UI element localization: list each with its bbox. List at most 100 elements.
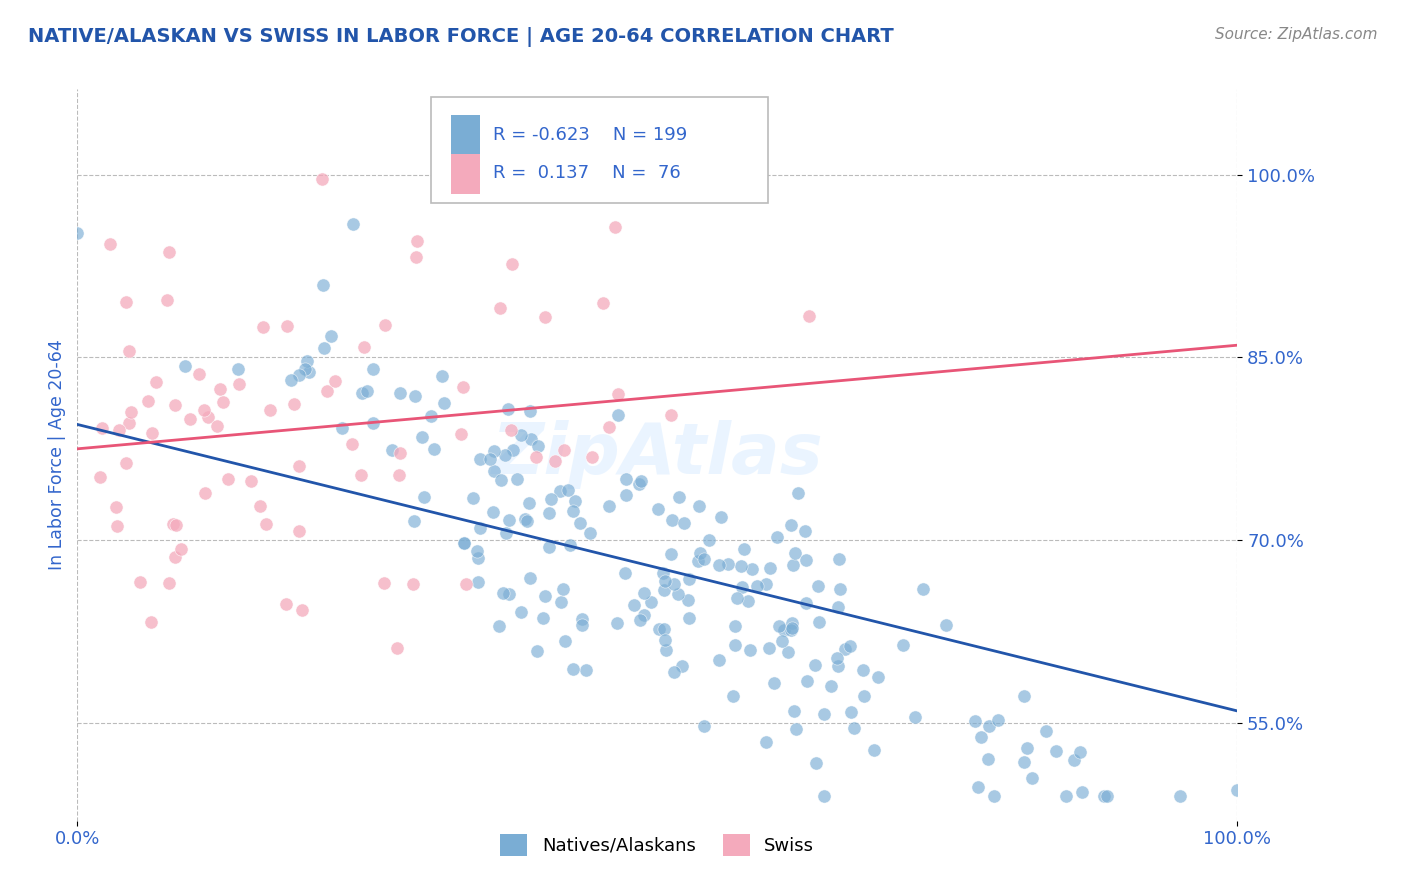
Point (1015, 740, 1038, 755)
Point (721, 689, 744, 703)
Point (1035, 723, 1057, 738)
Point (759, 561, 782, 575)
Text: Source: ZipAtlas.com: Source: ZipAtlas.com (1215, 27, 1378, 42)
Point (489, 473, 512, 487)
Point (813, 789, 835, 804)
Point (630, 474, 652, 488)
Point (765, 530, 787, 544)
Point (569, 516, 592, 530)
Point (581, 450, 603, 465)
Point (648, 622, 671, 636)
Point (537, 541, 560, 555)
Point (553, 582, 575, 596)
Point (628, 614, 651, 628)
Point (283, 397, 305, 411)
Point (217, 473, 239, 487)
Point (697, 533, 720, 547)
Point (716, 557, 738, 571)
Point (543, 454, 565, 468)
Point (287, 458, 309, 473)
Point (494, 448, 516, 462)
Point (575, 664, 598, 678)
Bar (451, 115, 479, 155)
Point (381, 443, 404, 458)
Point (592, 295, 614, 310)
Point (780, 615, 803, 630)
Point (724, 619, 747, 633)
Point (411, 429, 433, 443)
Point (561, 504, 583, 518)
Point (118, 416, 141, 430)
Y-axis label: In Labor Force | Age 20-64: In Labor Force | Age 20-64 (48, 340, 66, 570)
Point (693, 718, 716, 732)
Point (1092, 789, 1115, 804)
Point (1014, 756, 1036, 770)
Point (983, 789, 1005, 804)
Point (830, 582, 852, 596)
Point (226, 362, 249, 376)
Point (165, 550, 187, 565)
Point (252, 319, 274, 334)
Point (987, 713, 1010, 727)
Point (104, 500, 127, 515)
Point (686, 553, 709, 567)
Point (498, 513, 520, 527)
Point (211, 394, 233, 409)
Point (353, 340, 375, 354)
Point (240, 474, 263, 488)
Point (762, 676, 785, 690)
Point (430, 369, 453, 384)
Point (482, 505, 505, 519)
Point (1063, 753, 1085, 767)
Point (807, 579, 830, 593)
Point (671, 658, 693, 673)
Point (780, 517, 803, 532)
Point (291, 603, 314, 617)
Point (157, 244, 180, 259)
Text: ZipAtlas: ZipAtlas (492, 420, 823, 490)
Point (709, 558, 731, 572)
Point (66, 226, 89, 240)
Point (780, 623, 803, 637)
Point (605, 219, 627, 234)
Point (91, 420, 114, 434)
Point (502, 442, 524, 457)
Point (453, 535, 475, 549)
Point (730, 559, 752, 574)
Point (280, 373, 302, 387)
Point (794, 596, 817, 610)
Point (194, 486, 217, 500)
Point (662, 577, 685, 591)
Point (208, 382, 231, 396)
Point (501, 424, 523, 438)
Text: R =  0.137    N =  76: R = 0.137 N = 76 (492, 164, 681, 182)
Point (311, 172, 333, 186)
Point (361, 361, 384, 376)
Point (666, 586, 689, 600)
Point (467, 551, 489, 566)
Point (388, 468, 411, 483)
Point (804, 658, 827, 673)
Point (374, 318, 396, 333)
Point (519, 404, 541, 418)
Point (647, 501, 669, 516)
Point (538, 506, 561, 520)
Point (413, 490, 436, 504)
Point (145, 375, 167, 389)
Point (693, 551, 716, 566)
Point (1069, 746, 1091, 760)
Point (496, 401, 519, 416)
FancyBboxPatch shape (432, 96, 768, 202)
Point (976, 751, 998, 765)
Point (350, 468, 373, 483)
Point (654, 574, 676, 588)
Point (488, 619, 510, 633)
Point (827, 659, 849, 673)
Point (967, 780, 990, 794)
Point (799, 309, 821, 323)
Point (598, 499, 620, 513)
Point (157, 576, 180, 591)
Point (540, 491, 562, 506)
Point (170, 541, 193, 556)
Point (162, 517, 184, 532)
